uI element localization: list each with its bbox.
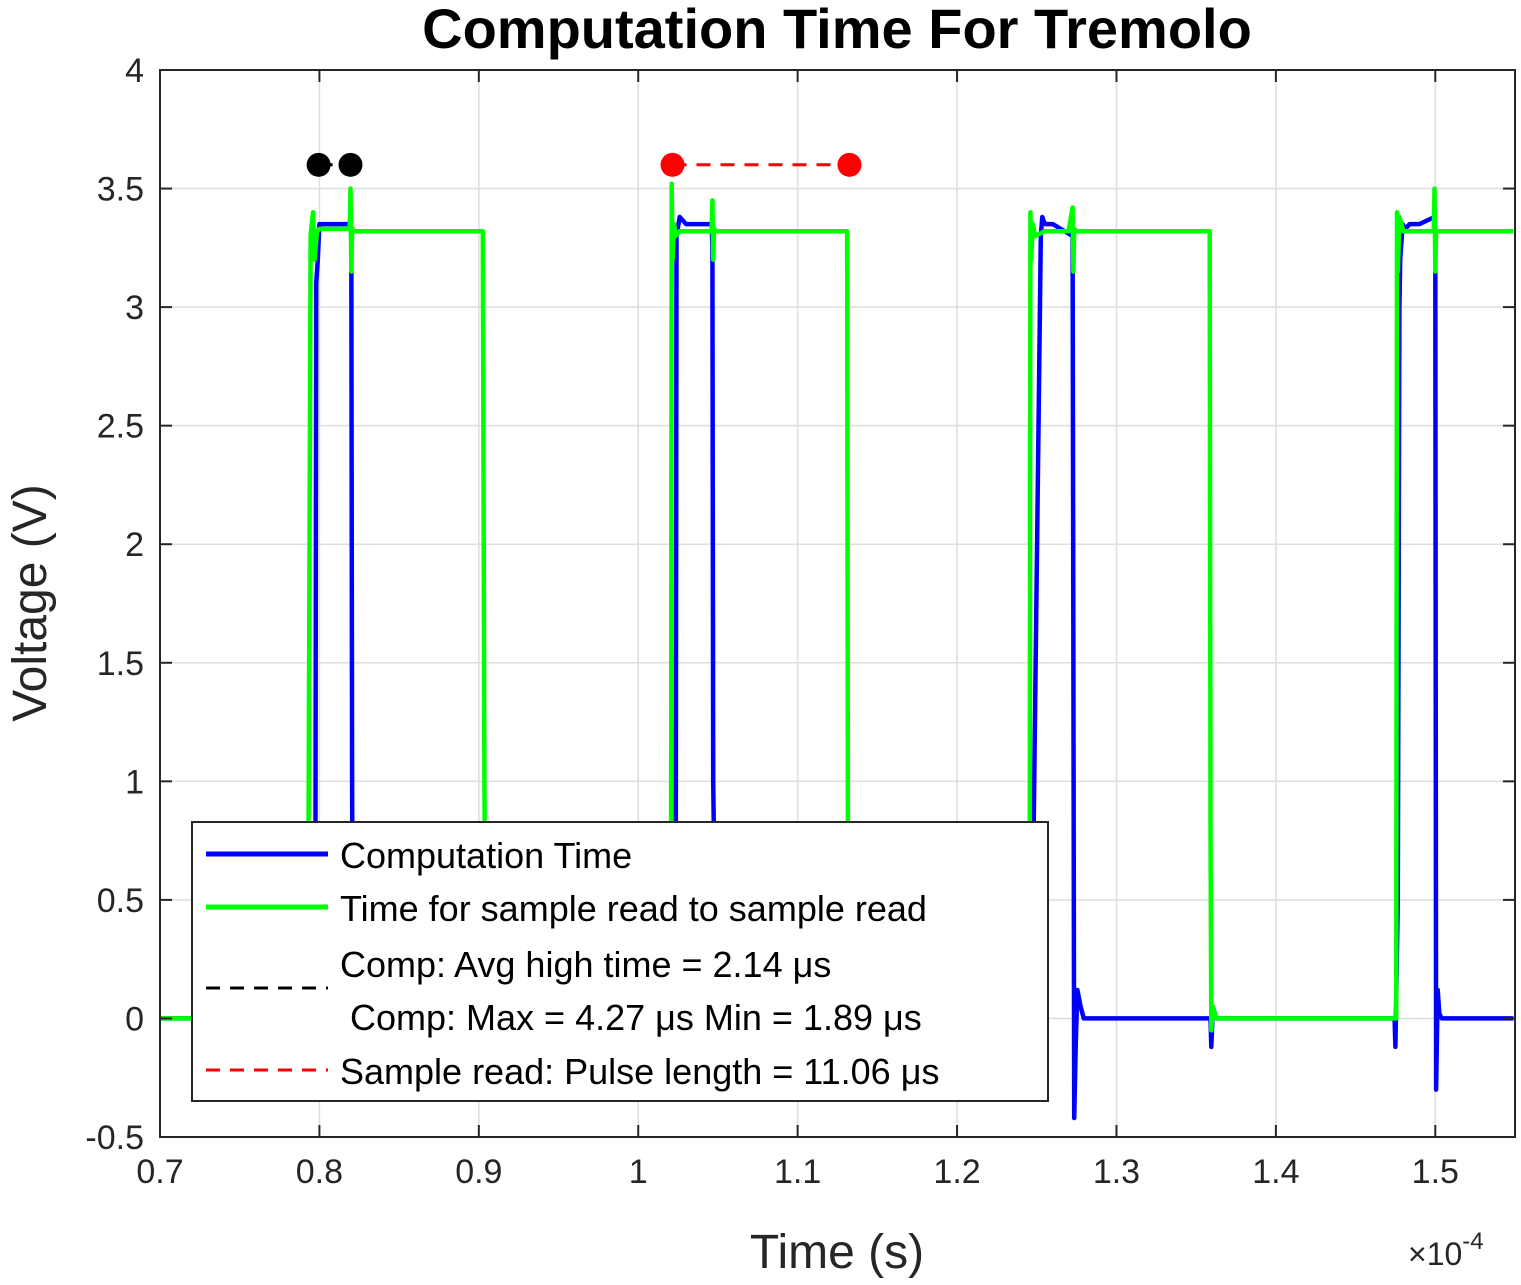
series-marker xyxy=(306,152,331,177)
y-tick-label: -0.5 xyxy=(85,1119,144,1157)
y-axis-label: Voltage (V) xyxy=(4,484,57,721)
y-tick-label: 1.5 xyxy=(97,645,144,683)
ticks: 0.7 0.8 0.9 1 1.1 1.2 1.3 1.4 1.5 -0.5 0 0.5 1 1.5 2 2.… xyxy=(85,52,1515,1191)
y-tick-label: 2 xyxy=(125,526,144,564)
legend-label-computation-time: Computation Time xyxy=(340,835,632,876)
x-tick-label: 1.2 xyxy=(933,1153,980,1191)
y-tick-label: 3 xyxy=(125,289,144,327)
legend-label-sample-read-interval: Time for sample read to sample read xyxy=(340,888,927,929)
series-marker xyxy=(338,152,363,177)
x-tick-label: 1 xyxy=(629,1153,648,1191)
y-tick-label: 4 xyxy=(125,52,144,90)
x-tick-label: 1.1 xyxy=(774,1153,821,1191)
x-tick-label: 0.9 xyxy=(455,1153,502,1191)
legend-label-comp-max-min: Comp: Max = 4.27 μs Min = 1.89 μs xyxy=(340,997,922,1038)
y-tick-label: 2.5 xyxy=(97,408,144,446)
x-axis-label: Time (s) xyxy=(750,1226,924,1279)
plot-area-frame xyxy=(159,69,1516,1138)
y-tick-label: 1 xyxy=(125,763,144,801)
chart-title: Computation Time For Tremolo xyxy=(422,0,1252,60)
x-tick-label: 1.3 xyxy=(1093,1153,1140,1191)
y-tick-label: 3.5 xyxy=(97,171,144,209)
y-tick-label: 0 xyxy=(125,1000,144,1038)
x-tick-label: 1.4 xyxy=(1252,1153,1299,1191)
legend-box xyxy=(191,821,1049,1102)
legend: Computation Time Time for sample read to… xyxy=(191,821,1049,1102)
x-tick-label: 1.5 xyxy=(1412,1153,1459,1191)
y-tick-label: 0.5 xyxy=(97,882,144,920)
x-tick-label: 0.7 xyxy=(136,1153,183,1191)
series-marker xyxy=(837,152,862,177)
x-tick-label: 0.8 xyxy=(296,1153,343,1191)
x-axis-exponent: ×10-4 xyxy=(1408,1228,1484,1272)
series-marker xyxy=(660,152,685,177)
legend-label-sample-read-pulse: Sample read: Pulse length = 11.06 μs xyxy=(340,1051,939,1092)
marker-layer xyxy=(306,152,862,177)
legend-label-comp-avg: Comp: Avg high time = 2.14 μs xyxy=(340,944,831,985)
series-line-sample-read-interval xyxy=(160,181,1514,1033)
